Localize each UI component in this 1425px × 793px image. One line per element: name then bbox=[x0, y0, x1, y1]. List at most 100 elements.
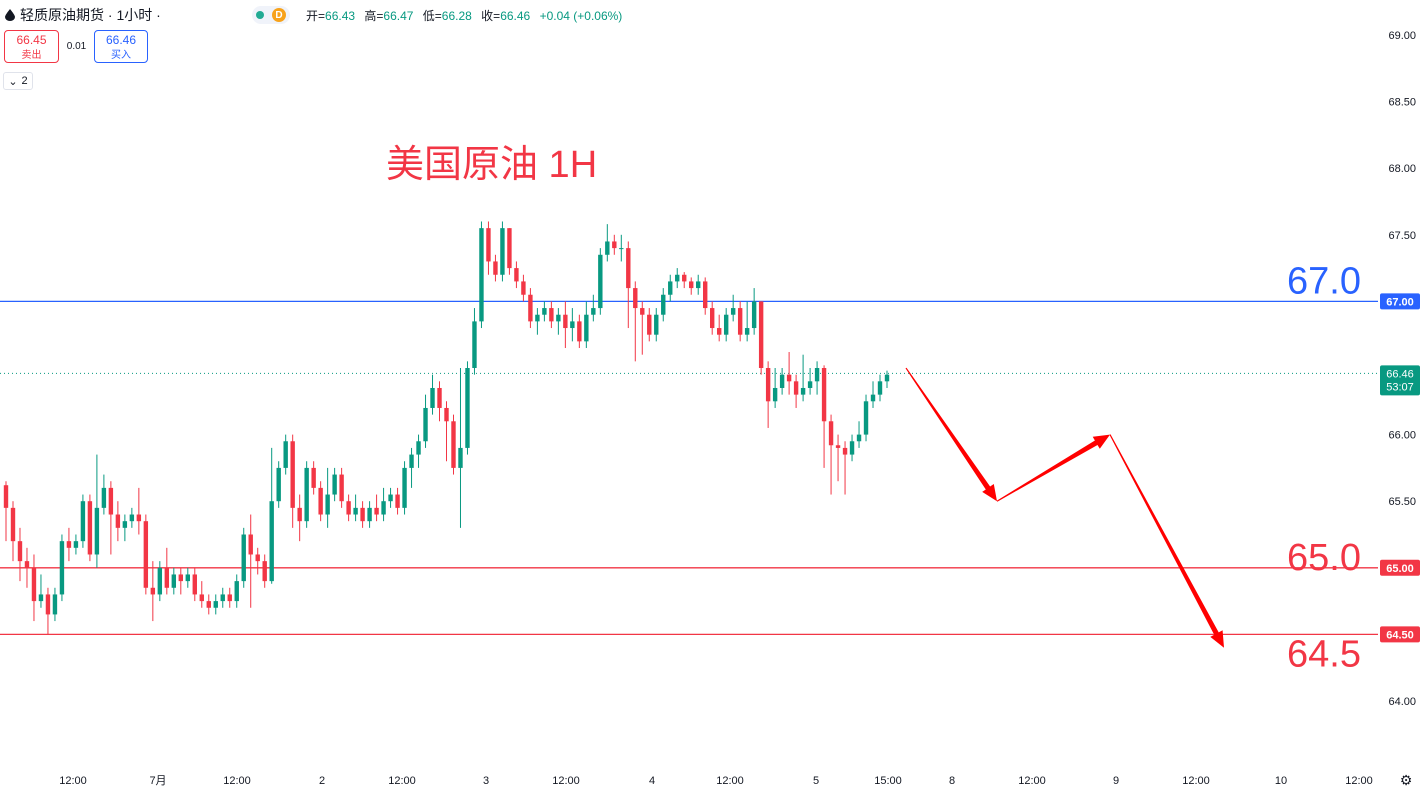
candle bbox=[598, 248, 603, 315]
candle bbox=[367, 501, 372, 528]
candle bbox=[94, 454, 100, 568]
time-tick-label: 5 bbox=[813, 775, 819, 787]
candle bbox=[591, 294, 596, 322]
projection-arrow-2[interactable] bbox=[1109, 434, 1225, 648]
candle bbox=[647, 308, 652, 342]
candle-body bbox=[157, 567, 163, 595]
candle-body bbox=[626, 248, 631, 289]
symbol-header[interactable]: 轻质原油期货 · 1小时 · bbox=[4, 4, 161, 26]
level-annotation: 67.0 bbox=[1287, 260, 1361, 302]
candle-body bbox=[870, 394, 876, 402]
candle bbox=[444, 401, 449, 462]
time-tick-label: 12:00 bbox=[59, 775, 87, 787]
status-pill[interactable]: D bbox=[252, 6, 290, 24]
candle bbox=[409, 447, 414, 488]
candle-body bbox=[793, 381, 799, 395]
time-tick-label: 2 bbox=[319, 775, 325, 787]
candle-body bbox=[479, 228, 484, 322]
time-tick-label: 12:00 bbox=[552, 775, 580, 787]
candle bbox=[24, 547, 30, 588]
candle-body bbox=[458, 447, 463, 468]
candle-body bbox=[388, 494, 393, 502]
candle bbox=[136, 487, 142, 535]
sell-label: 卖出 bbox=[21, 50, 42, 61]
candle bbox=[849, 434, 855, 462]
candle bbox=[479, 221, 484, 329]
spread-value: 0.01 bbox=[66, 41, 87, 52]
projection-arrow-1[interactable] bbox=[996, 434, 1110, 502]
candle bbox=[318, 481, 323, 522]
candle bbox=[814, 361, 820, 395]
buy-price: 66.46 bbox=[105, 33, 137, 47]
level-price-tag bbox=[1380, 626, 1420, 643]
candle-body bbox=[213, 601, 218, 608]
candle bbox=[3, 481, 9, 542]
candle bbox=[129, 507, 135, 528]
current-price-label: 66.46 bbox=[1386, 368, 1414, 380]
candle bbox=[661, 288, 666, 322]
candle bbox=[73, 534, 79, 555]
candle-body bbox=[45, 594, 51, 615]
candle-body bbox=[444, 407, 449, 422]
candle bbox=[675, 268, 680, 289]
candle bbox=[570, 308, 575, 342]
candle-body bbox=[514, 268, 519, 282]
candle-body bbox=[318, 487, 323, 515]
candle-body bbox=[353, 507, 358, 515]
candle-body bbox=[395, 494, 400, 508]
candle-body bbox=[129, 514, 135, 522]
sell-button[interactable]: 66.45 卖出 bbox=[4, 30, 59, 63]
open-value: 66.43 bbox=[325, 9, 356, 23]
candle bbox=[730, 294, 736, 322]
indicators-collapse-button[interactable]: ⌄ 2 bbox=[3, 72, 33, 90]
candle-body bbox=[542, 308, 547, 315]
candle-body bbox=[101, 487, 107, 508]
candle bbox=[17, 527, 23, 582]
candle bbox=[772, 368, 778, 408]
candle-body bbox=[493, 261, 498, 275]
candle bbox=[640, 301, 645, 355]
candle bbox=[171, 567, 177, 595]
candle-body bbox=[52, 594, 58, 615]
candle-body bbox=[528, 294, 533, 322]
candle bbox=[269, 447, 274, 584]
close-label: 收= bbox=[481, 9, 501, 23]
time-tick-label: 12:00 bbox=[223, 775, 251, 787]
candle bbox=[716, 314, 722, 342]
candle bbox=[381, 487, 386, 522]
candle-body bbox=[248, 534, 253, 555]
candle-body bbox=[584, 314, 589, 342]
candle bbox=[682, 272, 687, 289]
price-tick-label: 68.50 bbox=[1388, 97, 1416, 109]
candle-body bbox=[884, 374, 890, 382]
candle-body bbox=[730, 308, 736, 315]
candle-body bbox=[3, 485, 9, 508]
candle-body bbox=[80, 501, 86, 542]
time-tick-label: 7月 bbox=[149, 775, 166, 787]
candle-body bbox=[311, 467, 316, 488]
gear-icon[interactable]: ⚙ bbox=[1399, 772, 1413, 788]
candle bbox=[696, 274, 701, 295]
candle-body bbox=[360, 507, 365, 522]
candle bbox=[276, 461, 281, 508]
candle-body bbox=[87, 501, 93, 555]
candle bbox=[430, 374, 435, 415]
candle-body bbox=[598, 254, 603, 309]
candle-body bbox=[863, 401, 869, 435]
candle bbox=[626, 241, 631, 329]
candle-body bbox=[255, 554, 260, 562]
candle-body bbox=[339, 474, 344, 502]
candle-body bbox=[654, 314, 659, 335]
candle-body bbox=[703, 281, 708, 309]
buy-button[interactable]: 66.46 买入 bbox=[94, 30, 148, 63]
candle-body bbox=[367, 507, 372, 522]
candle bbox=[122, 514, 128, 542]
delayed-data-icon: D bbox=[272, 8, 286, 22]
candle bbox=[723, 308, 729, 342]
projection-arrow-0[interactable] bbox=[905, 367, 998, 502]
candle bbox=[45, 587, 51, 635]
candle bbox=[248, 514, 253, 608]
candle-body bbox=[619, 248, 624, 250]
candle-body bbox=[206, 601, 211, 608]
